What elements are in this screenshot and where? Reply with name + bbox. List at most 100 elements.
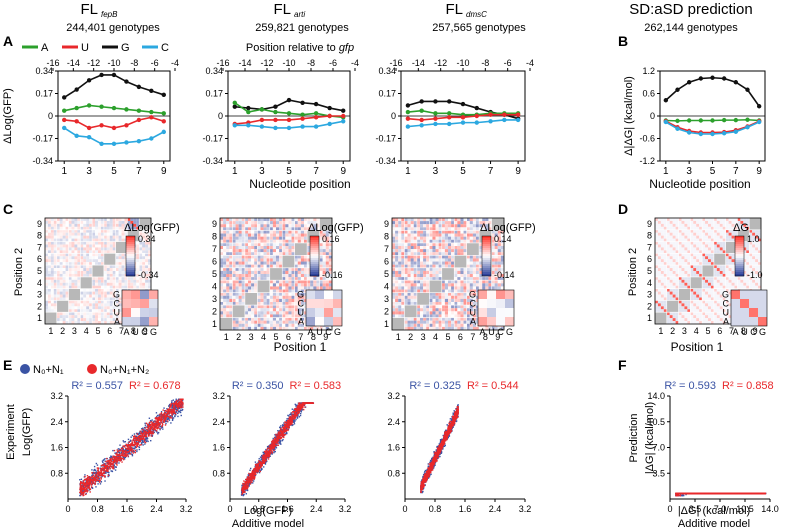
heatmap-subcell bbox=[65, 279, 69, 283]
heatmap-subcell bbox=[77, 235, 81, 239]
heatmap-subcell bbox=[80, 259, 84, 263]
heatmap-subcell bbox=[678, 276, 682, 280]
heatmap-subcell bbox=[398, 236, 402, 240]
heatmap-subcell bbox=[322, 274, 326, 278]
heatmap-subcell bbox=[401, 224, 405, 228]
heatmap-subcell bbox=[145, 238, 149, 242]
heatmap-subcell bbox=[708, 279, 711, 283]
heatmap-subcell bbox=[460, 242, 464, 246]
heatmap-subcell bbox=[56, 256, 60, 260]
heatmap-subcell bbox=[441, 286, 445, 290]
heatmap-subcell bbox=[145, 282, 149, 286]
heatmap-subcell bbox=[50, 223, 54, 227]
heatmap-subcell bbox=[426, 283, 430, 287]
heatmap-subcell bbox=[416, 320, 420, 324]
heatmap-subcell bbox=[291, 286, 295, 290]
heatmap-subcell bbox=[684, 303, 688, 307]
heatmap-subcell bbox=[469, 320, 473, 324]
heatmap-subcell bbox=[145, 279, 149, 283]
heatmap-subcell bbox=[423, 221, 427, 225]
heatmap-subcell bbox=[731, 253, 735, 257]
heatmap-subcell bbox=[109, 220, 113, 224]
heatmap-subcell bbox=[56, 220, 60, 224]
heatmap-subcell bbox=[660, 309, 664, 313]
heatmap-subcell bbox=[282, 283, 286, 287]
heatmap-subcell bbox=[226, 280, 230, 284]
heatmap-subcell bbox=[719, 312, 723, 316]
heatmap-subcell bbox=[722, 288, 726, 292]
heatmap-subcell bbox=[300, 283, 304, 287]
heatmap-subcell bbox=[109, 315, 113, 319]
heatmap-diagonal-cell bbox=[416, 292, 430, 306]
heatmap-subcell bbox=[749, 273, 753, 277]
heatmap-subcell bbox=[491, 270, 495, 274]
heatmap-subcell bbox=[229, 289, 233, 293]
heatmap-subcell bbox=[288, 230, 292, 234]
heatmap-subcell bbox=[121, 218, 125, 221]
heatmap-subcell bbox=[460, 218, 464, 222]
heatmap-subcell bbox=[142, 271, 146, 274]
heatmap-subcell bbox=[758, 241, 761, 245]
heatmap-subcell bbox=[681, 306, 685, 310]
heatmap-subcell bbox=[244, 249, 248, 253]
heatmap-subcell bbox=[257, 246, 261, 250]
heatmap-subcell bbox=[83, 256, 87, 260]
top-tick-label: -4 bbox=[351, 58, 359, 68]
title-fepB-main: FL bbox=[80, 1, 98, 18]
heatmap-subcell bbox=[708, 244, 711, 248]
heatmap-subcell bbox=[291, 298, 295, 302]
heatmap-subcell bbox=[68, 282, 72, 286]
heatmap-subcell bbox=[130, 276, 134, 280]
colorbar-segment bbox=[482, 264, 491, 267]
heatmap-subcell bbox=[127, 218, 131, 221]
heatmap-subcell bbox=[398, 258, 402, 262]
inset-x-label: U bbox=[132, 327, 139, 337]
heatmap-subcell bbox=[288, 274, 292, 278]
heatmap-subcell bbox=[699, 288, 703, 292]
heatmap-subcell bbox=[672, 297, 676, 301]
heatmap-subcell bbox=[497, 233, 501, 237]
heatmap-subcell bbox=[725, 300, 729, 304]
heatmap-subcell bbox=[713, 294, 717, 298]
heatmap-subcell bbox=[705, 244, 708, 248]
heatmap-subcell bbox=[666, 247, 670, 251]
heatmap-subcell bbox=[62, 220, 66, 224]
heatmap-subcell bbox=[444, 302, 448, 306]
heatmap-subcell bbox=[300, 227, 304, 231]
heatmap-subcell bbox=[45, 241, 48, 245]
heatmap-subcell bbox=[746, 273, 750, 277]
heatmap-subcell bbox=[401, 280, 405, 284]
heatmap-subcell bbox=[103, 223, 107, 227]
heatmap-subcell bbox=[713, 288, 717, 292]
heatmap-subcell bbox=[257, 277, 261, 281]
heatmap-subcell bbox=[713, 297, 717, 301]
heatmap-subcell bbox=[426, 286, 430, 290]
heatmap-subcell bbox=[251, 305, 255, 309]
heatmap-subcell bbox=[413, 298, 417, 302]
heatmap-y-tick: 9 bbox=[37, 219, 42, 229]
heatmap-subcell bbox=[115, 223, 119, 227]
heatmap-subcell bbox=[112, 309, 116, 313]
heatmap-subcell bbox=[263, 242, 267, 246]
heatmap-subcell bbox=[106, 265, 110, 269]
heatmap-subcell bbox=[398, 261, 402, 265]
heatmap-subcell bbox=[95, 285, 98, 289]
heatmap-subcell bbox=[220, 302, 224, 306]
data-point-a bbox=[246, 109, 251, 115]
heatmap-subcell bbox=[294, 295, 298, 299]
heatmap-subcell bbox=[251, 274, 255, 278]
heatmap-subcell bbox=[758, 265, 761, 269]
heatmap-subcell bbox=[313, 224, 317, 228]
heatmap-subcell bbox=[241, 274, 245, 278]
heatmap-subcell bbox=[260, 230, 264, 234]
heatmap-subcell bbox=[749, 244, 753, 248]
y-tick-label: 0 bbox=[218, 111, 223, 121]
heatmap-subcell bbox=[115, 318, 119, 322]
heatmap-subcell bbox=[429, 230, 433, 234]
data-point-u bbox=[62, 117, 67, 123]
data-point-c bbox=[149, 136, 154, 141]
heatmap-subcell bbox=[460, 314, 464, 318]
heatmap-subcell bbox=[684, 271, 688, 274]
heatmap-subcell bbox=[420, 252, 424, 256]
